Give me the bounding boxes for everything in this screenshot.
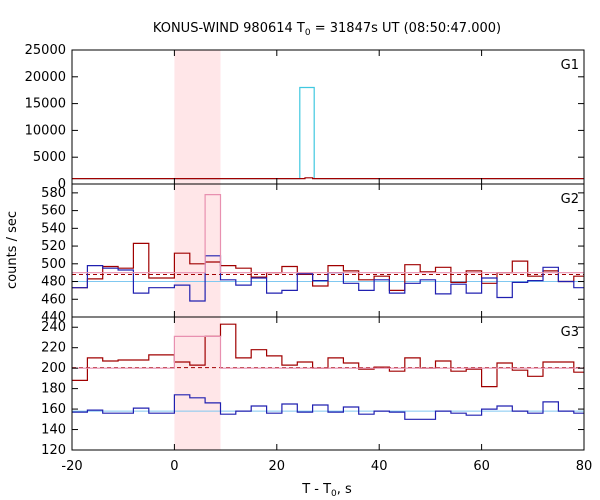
x-axis-label-rest: , s bbox=[337, 482, 352, 497]
chart-title: KONUS-WIND 980614 T0 = 31847s UT (08:50:… bbox=[153, 21, 501, 38]
series-pink bbox=[72, 194, 584, 274]
y-tick-label: 140 bbox=[41, 423, 66, 438]
panel-frame bbox=[71, 49, 585, 185]
x-tick-label: 60 bbox=[473, 459, 490, 474]
plot-layer: 0 5000 10000 15000 20000 25000 G1 440 460 480 500 5… bbox=[25, 43, 593, 474]
panel-label: G1 bbox=[561, 58, 579, 73]
panel-frame bbox=[71, 316, 585, 451]
y-tick-label: 520 bbox=[41, 239, 66, 254]
y-tick-label: 15000 bbox=[25, 97, 66, 112]
panel-g1: 0 5000 10000 15000 20000 25000 G1 bbox=[25, 43, 585, 192]
y-tick-label: 460 bbox=[41, 292, 66, 307]
x-axis-label-subscript: 0 bbox=[331, 489, 337, 499]
x-tick-label: 40 bbox=[371, 459, 388, 474]
x-tick-label: 0 bbox=[170, 459, 178, 474]
series-dark-red bbox=[72, 242, 584, 291]
y-tick-label: 580 bbox=[41, 186, 66, 201]
series-dark-red bbox=[72, 323, 584, 388]
series-cyan bbox=[72, 86, 584, 180]
highlight-interval bbox=[174, 317, 221, 450]
y-tick-label: 220 bbox=[41, 341, 66, 356]
y-tick-label: 500 bbox=[41, 257, 66, 272]
panel-label: G3 bbox=[561, 325, 579, 340]
panel-g3: 120 140 160 180 200 220 240 G3 bbox=[41, 316, 585, 458]
y-tick-label: 240 bbox=[41, 320, 66, 335]
y-tick-label: 480 bbox=[41, 275, 66, 290]
series-dark-blue bbox=[72, 394, 584, 420]
x-tick-label: -20 bbox=[61, 459, 82, 474]
y-tick-label: 0 bbox=[58, 177, 66, 192]
y-tick-label: 20000 bbox=[25, 70, 66, 85]
chart-title-rest: = 31847s UT (08:50:47.000) bbox=[311, 21, 501, 36]
y-tick-label: 200 bbox=[41, 361, 66, 376]
series-pink bbox=[72, 335, 584, 369]
panel-g2: 440 460 480 500 520 540 560 580 G2 bbox=[41, 183, 585, 325]
highlight-interval bbox=[174, 184, 221, 317]
y-tick-label: 560 bbox=[41, 204, 66, 219]
x-tick-label: 20 bbox=[269, 459, 286, 474]
y-tick-label: 540 bbox=[41, 221, 66, 236]
y-tick-label: 10000 bbox=[25, 123, 66, 138]
panel-label: G2 bbox=[561, 192, 579, 207]
y-tick-label: 160 bbox=[41, 402, 66, 417]
highlight-interval bbox=[174, 50, 221, 184]
y-axis-label: counts / sec bbox=[5, 211, 20, 289]
y-tick-label: 25000 bbox=[25, 43, 66, 58]
y-tick-label: 5000 bbox=[33, 150, 66, 165]
series-dark-red bbox=[72, 177, 584, 180]
x-axis-label: T - T0, s bbox=[301, 482, 352, 499]
chart-title-subscript: 0 bbox=[305, 28, 311, 38]
y-tick-label: 120 bbox=[41, 443, 66, 458]
y-tick-label: 440 bbox=[41, 310, 66, 325]
x-tick-label: 80 bbox=[576, 459, 593, 474]
y-tick-label: 180 bbox=[41, 382, 66, 397]
